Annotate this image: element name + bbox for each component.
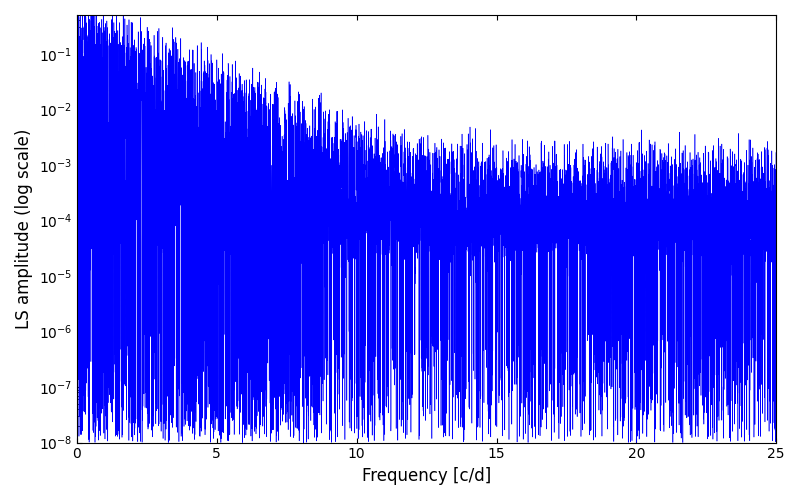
X-axis label: Frequency [c/d]: Frequency [c/d] (362, 467, 491, 485)
Y-axis label: LS amplitude (log scale): LS amplitude (log scale) (15, 128, 33, 329)
